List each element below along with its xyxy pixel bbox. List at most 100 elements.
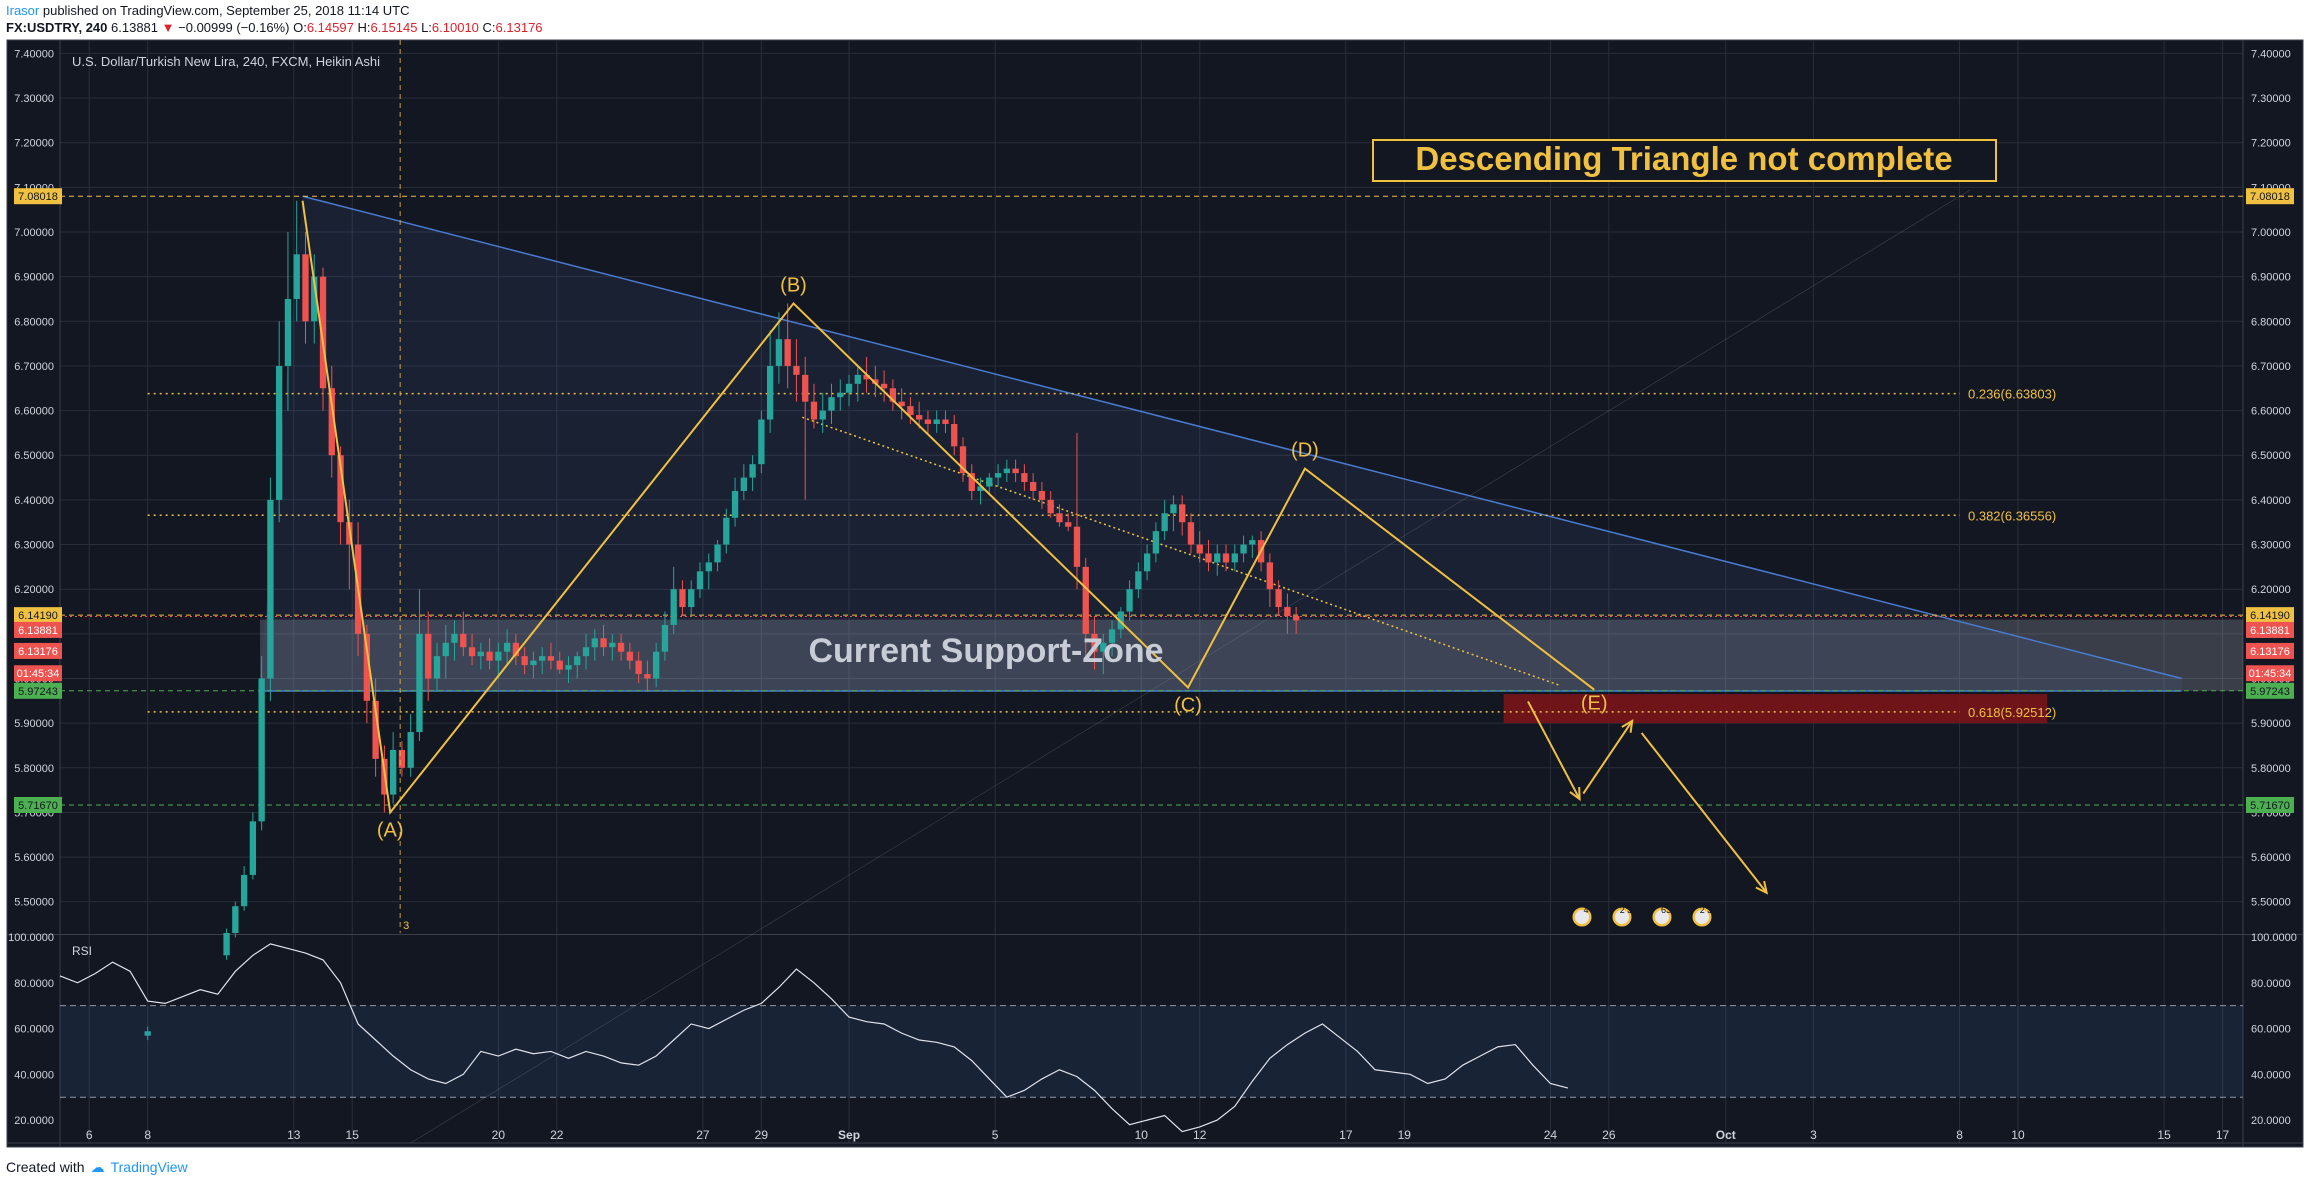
candle-body <box>232 906 239 933</box>
candle-body <box>547 656 555 661</box>
candle-body <box>372 700 379 759</box>
right-tick-label: 7.40000 <box>2251 48 2291 60</box>
annotation-box-border <box>1372 139 1997 182</box>
left-price-axis: 7.400007.300007.200007.100007.000006.900… <box>14 48 62 909</box>
event-flag-inner <box>1655 910 1669 924</box>
inner-dotted-trendline <box>802 416 1560 686</box>
wave-label: (B) <box>780 274 807 296</box>
candle-body <box>503 642 511 652</box>
candle-body <box>486 651 493 661</box>
projection-segment <box>1527 700 1581 800</box>
event-flag-count: 63 <box>1661 905 1671 915</box>
candle-body <box>810 401 818 420</box>
rsi-tick-left: 80.0000 <box>14 978 54 990</box>
event-flag-inner <box>1575 910 1589 924</box>
time-tick-label: Sep <box>838 1128 860 1142</box>
candle-body <box>389 749 397 795</box>
time-tick-label: 17 <box>1339 1128 1353 1142</box>
left-tick-label: 7.30000 <box>14 93 54 105</box>
candle-body <box>223 933 230 956</box>
candle-body <box>942 419 949 424</box>
candle-body <box>416 633 423 733</box>
time-tick-label: 29 <box>755 1128 769 1142</box>
candle-body <box>530 660 537 666</box>
candle-body <box>898 401 905 407</box>
price-label-box <box>14 621 62 638</box>
author-link[interactable]: Irasor <box>6 3 40 18</box>
created-with-text: Created with <box>6 1159 85 1175</box>
candle-body <box>1056 513 1063 523</box>
time-tick-label: 15 <box>2157 1128 2171 1142</box>
rsi-band-fill <box>60 1005 2243 1098</box>
right-tick-label: 5.60000 <box>2251 852 2291 864</box>
annotation-text: Descending Triangle not complete <box>1415 140 1952 177</box>
candle-body <box>337 455 344 523</box>
left-tick-label: 6.50000 <box>14 450 54 462</box>
triangle-top-line <box>302 195 2182 680</box>
rsi-tick-left: 60.0000 <box>14 1024 54 1036</box>
candle-body <box>311 276 318 322</box>
candle-body <box>1143 553 1151 572</box>
arrow-head-icon <box>1569 787 1581 802</box>
candle-body <box>749 464 756 478</box>
right-tick-label: 7.20000 <box>2251 138 2291 150</box>
candle-body <box>828 397 835 411</box>
price-label-box <box>14 796 62 813</box>
low-label: L: <box>421 20 432 35</box>
tradingview-logo-icon[interactable]: ☁ <box>90 1158 105 1175</box>
price-label-box <box>14 607 62 624</box>
rsi-label: RSI <box>72 944 92 958</box>
candle-body <box>1082 566 1089 634</box>
candle-body <box>959 446 967 474</box>
price-label-box <box>2246 188 2294 205</box>
time-axis: 6 8 13 15 20 22 27 29 Sep 5 10 12 17 19 24 26 Oct 3 8 10 15 1… <box>86 1128 2230 1142</box>
right-tick-label: 6.70000 <box>2251 361 2291 373</box>
close-label: C: <box>482 20 496 35</box>
candle-body <box>1231 553 1238 563</box>
candle-body <box>845 383 853 393</box>
candle-body <box>951 423 958 447</box>
candle-body <box>802 374 809 402</box>
candle-body <box>293 254 300 299</box>
candle-body <box>565 665 572 670</box>
annotation-box[interactable]: Descending Triangle not complete <box>1372 139 1997 182</box>
price-label-text: 6.14190 <box>2250 610 2290 622</box>
time-tick-label: 6 <box>86 1128 93 1142</box>
fib-label: 0.618(5.92512) <box>1968 705 2056 720</box>
candle-body <box>740 477 747 491</box>
fib-label: 0.236(6.63803) <box>1968 387 2056 402</box>
left-tick-label: 6.60000 <box>14 406 54 418</box>
candle-body <box>1152 531 1160 554</box>
price-label-text: 5.71670 <box>18 800 58 812</box>
right-tick-label: 5.80000 <box>2251 763 2291 775</box>
candle-body <box>1275 589 1282 608</box>
candle-body <box>968 473 975 491</box>
candle-body <box>1047 499 1054 514</box>
last-price: 6.13881 <box>111 20 159 35</box>
candle-body <box>1135 571 1142 590</box>
candle-body <box>328 388 335 456</box>
symbol-info: FX:USDTRY, 240 6.13881 ▼ −0.00999 (−0.16… <box>6 20 543 37</box>
price-label-text: 6.13176 <box>18 646 58 658</box>
symbol-label: FX:USDTRY, 240 <box>6 20 108 35</box>
candle-body <box>653 651 660 679</box>
right-tick-label: 6.50000 <box>2251 450 2291 462</box>
candle-body <box>924 419 932 424</box>
candle-body <box>880 383 888 389</box>
candle-body <box>661 624 669 652</box>
rsi-tick-right: 80.0000 <box>2251 978 2291 990</box>
candle-body <box>1222 553 1230 563</box>
right-price-axis: 7.400007.300007.200007.100007.000006.900… <box>2246 48 2294 909</box>
down-arrow-icon: ▼ <box>161 20 175 35</box>
candle-body <box>495 651 502 661</box>
arrow-head-icon <box>1755 880 1769 895</box>
candle-body <box>907 406 914 416</box>
candle-body <box>240 874 248 907</box>
rsi-panel: 100.0000 100.0000 80.0000 80.0000 60.0000 60.… <box>8 932 2297 1133</box>
candle-body <box>442 642 449 657</box>
price-label-box <box>14 665 62 682</box>
candle-body <box>144 1031 151 1036</box>
tradingview-brand[interactable]: TradingView <box>110 1159 188 1175</box>
candle-body <box>258 678 265 822</box>
